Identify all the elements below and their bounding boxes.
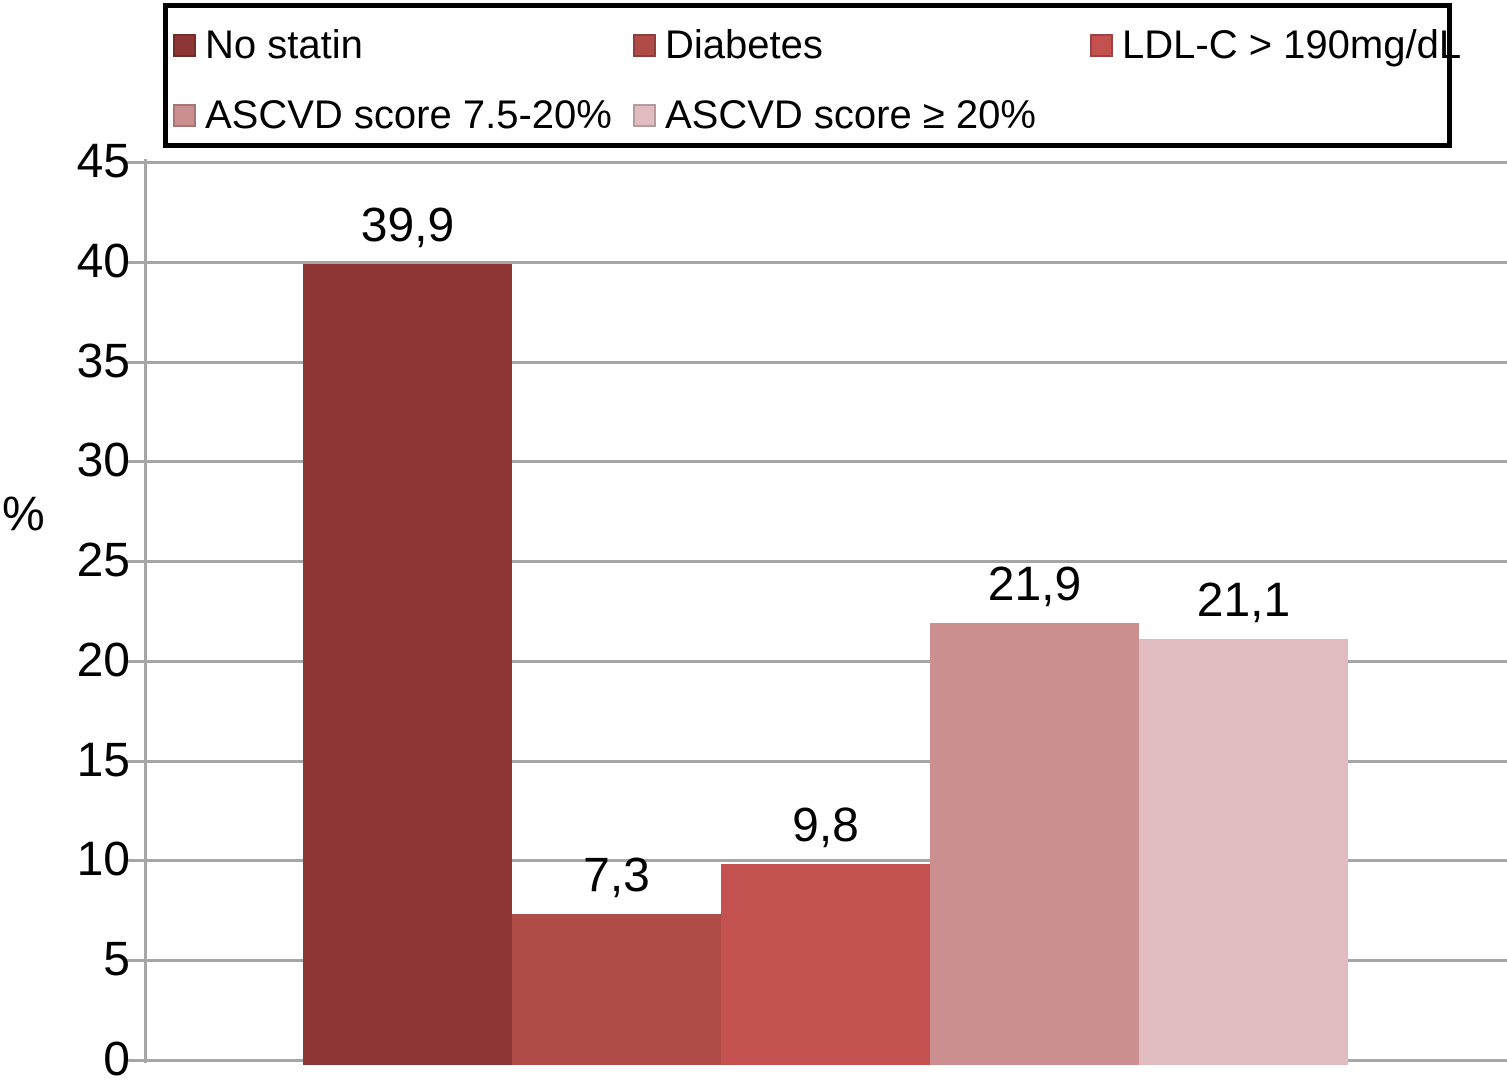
- bar-diabetes: [512, 914, 721, 1065]
- legend-label: ASCVD score 7.5-20%: [205, 92, 612, 137]
- legend-label: ASCVD score ≥ 20%: [665, 92, 1036, 137]
- y-tick-label: 45: [76, 135, 130, 188]
- y-tick-label: 20: [76, 633, 130, 687]
- gridline-10: [145, 859, 1507, 863]
- y-tick-label: 0: [103, 1033, 130, 1083]
- y-tick-10: [126, 859, 148, 863]
- bar-ascvd-score-7.5-20: [930, 622, 1139, 1065]
- bar-value-label-no-statin: 39,9: [360, 198, 455, 252]
- gridline-30: [145, 460, 1507, 464]
- bar-ldl-c-190mg-dl: [721, 864, 930, 1065]
- y-tick-40: [126, 260, 148, 264]
- bar-value-label-ascvd-score-20: 21,1: [1196, 573, 1291, 627]
- y-axis-line: [144, 159, 147, 1063]
- legend-item-ascvd-score-20: ASCVD score ≥ 20%: [633, 90, 1036, 140]
- legend-swatch-ldl-c-190mg-dl: [1090, 33, 1113, 57]
- legend-row-2: ASCVD score 7.5-20% ASCVD score ≥ 20%: [168, 90, 1447, 140]
- bar-value-label-ascvd-score-7.5-20: 21,9: [987, 557, 1082, 611]
- legend-swatch-ascvd-score-20: [633, 103, 656, 127]
- gridline-40: [145, 260, 1507, 264]
- legend-item-no-statin: No statin: [173, 20, 363, 70]
- legend-row-1: No statin Diabetes LDL-C > 190mg/dL: [168, 20, 1461, 70]
- y-axis-title: %: [2, 488, 45, 541]
- y-tick-25: [126, 560, 148, 564]
- legend: No statin Diabetes LDL-C > 190mg/dL ASCVD …: [163, 3, 1461, 148]
- bar-ascvd-score-20: [1139, 638, 1348, 1065]
- gridline-20: [145, 659, 1507, 663]
- y-tick-label: 40: [76, 234, 130, 288]
- legend-swatch-no-statin: [173, 33, 196, 57]
- y-tick-label: 25: [76, 534, 130, 588]
- y-tick-5: [126, 959, 148, 963]
- legend-item-ascvd-score-7.5-20: ASCVD score 7.5-20%: [173, 90, 612, 140]
- y-tick-label: 5: [103, 933, 130, 987]
- legend-label: No statin: [205, 22, 363, 67]
- legend-label: Diabetes: [665, 22, 823, 67]
- y-tick-0: [126, 1059, 148, 1062]
- y-tick-30: [126, 460, 148, 464]
- gridline-25: [145, 560, 1507, 564]
- legend-swatch-diabetes: [633, 33, 656, 57]
- gridline-35: [145, 360, 1507, 364]
- y-tick-35: [126, 360, 148, 364]
- y-tick-label: 10: [76, 833, 130, 887]
- y-tick-15: [126, 759, 148, 763]
- gridline-45: [145, 161, 1507, 164]
- y-tick-label: 30: [76, 434, 130, 488]
- gridline-15: [145, 759, 1507, 763]
- bar-value-label-ldl-c-190mg-dl: 9,8: [792, 799, 859, 853]
- bar-no-statin: [303, 263, 512, 1065]
- y-tick-45: [126, 161, 148, 164]
- legend-label: LDL-C > 190mg/dL: [1122, 22, 1462, 67]
- legend-swatch-ascvd-score-7.5-20: [173, 103, 196, 127]
- y-tick-label: 15: [76, 733, 130, 787]
- y-tick-label: 35: [76, 334, 130, 388]
- y-tick-20: [126, 659, 148, 663]
- legend-item-ldl-c-190mg-dl: LDL-C > 190mg/dL: [1090, 20, 1461, 70]
- bar-value-label-diabetes: 7,3: [583, 849, 650, 903]
- legend-item-diabetes: Diabetes: [633, 20, 823, 70]
